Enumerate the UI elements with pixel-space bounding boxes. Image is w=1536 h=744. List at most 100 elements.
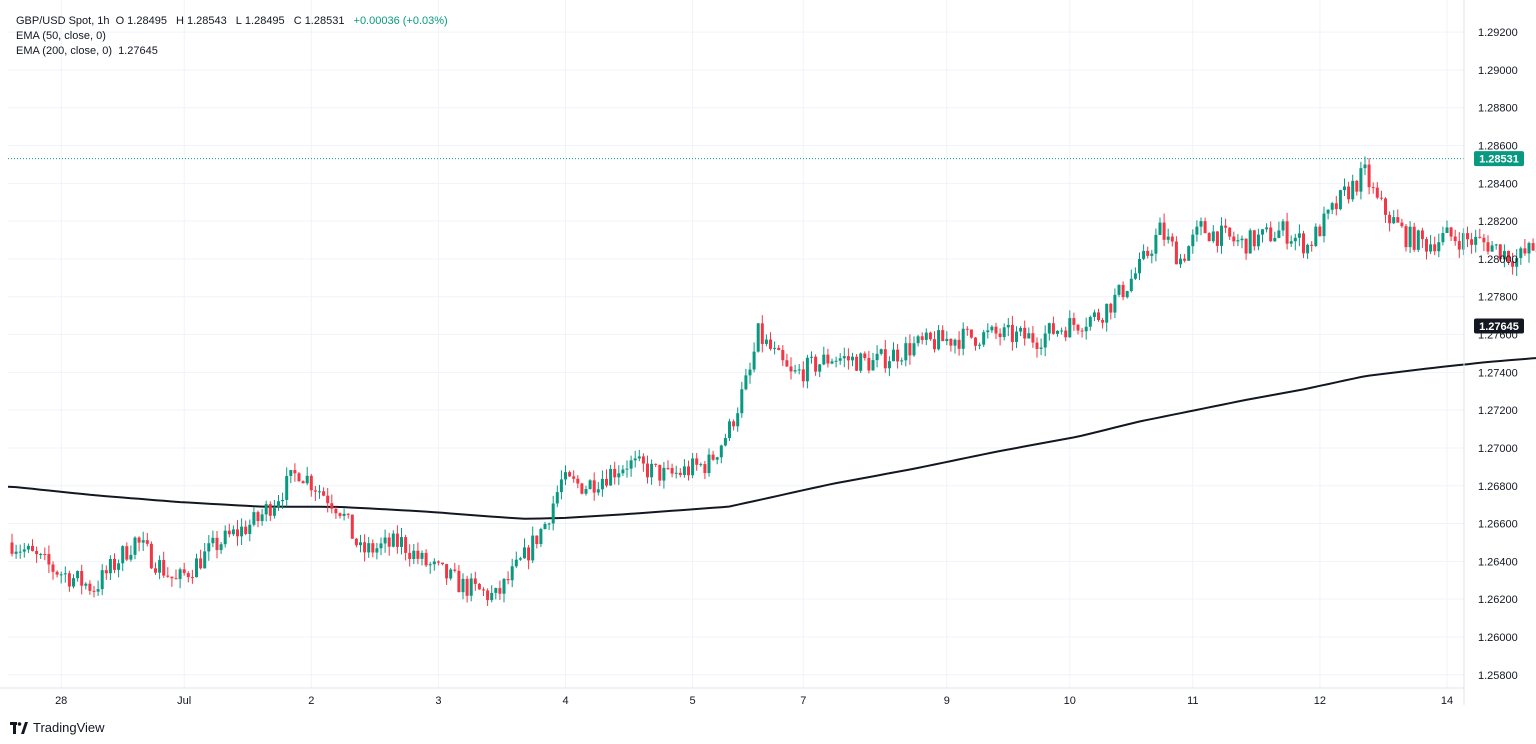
candle-body [502, 579, 506, 594]
candle-body [924, 332, 928, 340]
brand[interactable]: TradingView [10, 720, 105, 735]
candle-body [318, 491, 321, 493]
candle-body [941, 330, 945, 342]
candle-body [1310, 244, 1314, 246]
symbol-title[interactable]: GBP/USD Spot, 1h [16, 15, 110, 27]
candle-body [1507, 250, 1510, 262]
candle-body [1384, 198, 1387, 215]
ema200-legend[interactable]: EMA (200, close, 0) 1.27645 [16, 45, 158, 57]
candle-body [92, 590, 96, 592]
candle-body [1461, 233, 1465, 250]
candle-body [1031, 333, 1035, 343]
candle-body [35, 550, 39, 555]
candle-body [539, 529, 543, 545]
candle-body [248, 524, 252, 534]
candle-body [43, 554, 47, 556]
candle-body [412, 550, 416, 560]
open-value: O 1.28495 [115, 15, 167, 27]
ema-value-label: 1.27645 [1474, 318, 1524, 334]
ema-200-path [7, 357, 1536, 520]
candle-body [851, 356, 854, 361]
candle-body [695, 458, 699, 465]
time-tick-label: 3 [435, 695, 441, 707]
candle-body [1142, 250, 1146, 259]
candle-body [1174, 241, 1178, 265]
candle-body [871, 360, 875, 371]
candle-body [916, 336, 920, 344]
candle-body [289, 470, 293, 476]
candle-body [605, 478, 608, 486]
ohlc-row: GBP/USD Spot, 1h O 1.28495 H 1.28543 L 1.28… [16, 14, 451, 29]
candle-body [1285, 221, 1289, 244]
candle-body [1375, 187, 1379, 198]
candle-body [1429, 244, 1433, 252]
candle-body [1531, 243, 1535, 251]
candle-body [215, 537, 219, 551]
candle-body [416, 550, 420, 559]
candle-body [646, 463, 649, 478]
candle-body [108, 558, 112, 574]
candle-body [1515, 257, 1519, 267]
candle-body [830, 361, 834, 364]
candle-body [100, 570, 104, 590]
candle-body [219, 544, 223, 551]
candle-body [834, 360, 838, 362]
last-price-label: 1.28531 [1474, 151, 1524, 167]
candle-body [879, 349, 883, 354]
candle-body [473, 578, 477, 584]
candle-body [293, 470, 297, 474]
price-tick-label: 1.27800 [1478, 292, 1518, 304]
time-axis: 28 Jul 2 3 4 5 7 9 10 11 12 14 [55, 695, 1453, 707]
candle-body [1519, 248, 1523, 258]
candle-body [1191, 234, 1195, 247]
candle-body [1051, 323, 1055, 334]
candle-body [1511, 261, 1515, 267]
candle-body [887, 361, 891, 369]
candle-body [1449, 227, 1453, 237]
candle-body [26, 545, 30, 550]
candle-body [252, 512, 256, 525]
candle-body [1060, 330, 1064, 332]
candle-body [1162, 222, 1166, 240]
candle-body [547, 523, 551, 525]
ema50-legend[interactable]: EMA (50, close, 0) [16, 30, 106, 42]
candle-body [1269, 227, 1273, 242]
candle-body [1302, 233, 1305, 254]
candle-body [752, 351, 756, 370]
candle-body [67, 573, 71, 587]
candle-body [1150, 253, 1154, 256]
candle-body [1117, 284, 1121, 295]
ema-value-label-text: 1.27645 [1479, 321, 1519, 333]
candle-body [1318, 226, 1322, 237]
candle-body [494, 588, 498, 593]
candle-body [1056, 330, 1059, 334]
price-tick-label: 1.28000 [1478, 254, 1518, 266]
candle-body [756, 323, 760, 352]
candle-body [334, 508, 338, 514]
candle-body [1015, 331, 1018, 342]
candle-body [1457, 241, 1461, 250]
candle-body [789, 366, 793, 372]
candle-body [1482, 237, 1486, 243]
candle-body [1256, 234, 1260, 247]
candle-body [1207, 233, 1211, 242]
candle-body [928, 332, 932, 340]
candle-body [637, 456, 641, 459]
candle-body [617, 473, 621, 478]
candle-body [195, 558, 198, 578]
time-tick-label: 10 [1064, 695, 1076, 707]
candle-body [1006, 324, 1010, 328]
candle-body [125, 546, 129, 560]
candle-body [260, 514, 264, 521]
candle-body [1252, 230, 1256, 247]
tradingview-logo-icon [10, 721, 28, 734]
candle-body [531, 535, 535, 561]
candle-body [1400, 222, 1404, 227]
candle-body [1412, 226, 1416, 250]
candle-body [359, 542, 362, 546]
candle-body [990, 326, 994, 331]
candle-body [305, 475, 309, 484]
candle-body [461, 578, 465, 593]
candle-body [354, 538, 358, 546]
